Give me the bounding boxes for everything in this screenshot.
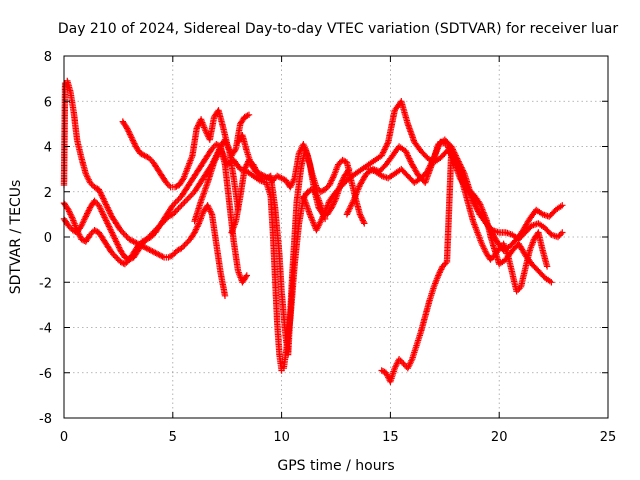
- x-tick-label: 0: [60, 430, 68, 445]
- chart-title: Day 210 of 2024, Sidereal Day-to-day VTE…: [58, 21, 619, 37]
- series-markers: [234, 132, 368, 227]
- series-track-e: [191, 145, 329, 374]
- x-tick-label: 25: [600, 430, 617, 445]
- y-tick-label: -2: [39, 276, 52, 291]
- y-tick-label: -8: [39, 412, 52, 427]
- y-tick-label: 4: [44, 141, 52, 156]
- y-tick-label: 8: [44, 50, 52, 65]
- x-tick-label: 15: [382, 430, 399, 445]
- axis-ticks: 0 5 10 15 20 25 -8 -6 -4 -2 0 2 4 6 8: [39, 50, 616, 445]
- x-axis-label: GPS time / hours: [277, 458, 394, 474]
- x-tick-label: 20: [491, 430, 508, 445]
- series-track-g: [234, 132, 368, 227]
- y-tick-label: -4: [39, 322, 52, 337]
- series-track-d: [119, 107, 253, 191]
- series-track-f: [228, 145, 353, 358]
- series-track-k: [378, 147, 551, 385]
- y-tick-label: 2: [44, 186, 52, 201]
- series-markers: [191, 145, 329, 374]
- data-series: [60, 77, 566, 385]
- y-tick-label: 6: [44, 95, 52, 110]
- x-tick-label: 5: [169, 430, 177, 445]
- series-markers: [119, 107, 253, 191]
- series-markers: [228, 145, 353, 358]
- x-tick-label: 10: [273, 430, 290, 445]
- y-tick-label: -6: [39, 367, 52, 382]
- y-tick-label: 0: [44, 231, 52, 246]
- series-markers: [378, 147, 551, 385]
- y-axis-label: SDTVAR / TECUs: [8, 180, 24, 295]
